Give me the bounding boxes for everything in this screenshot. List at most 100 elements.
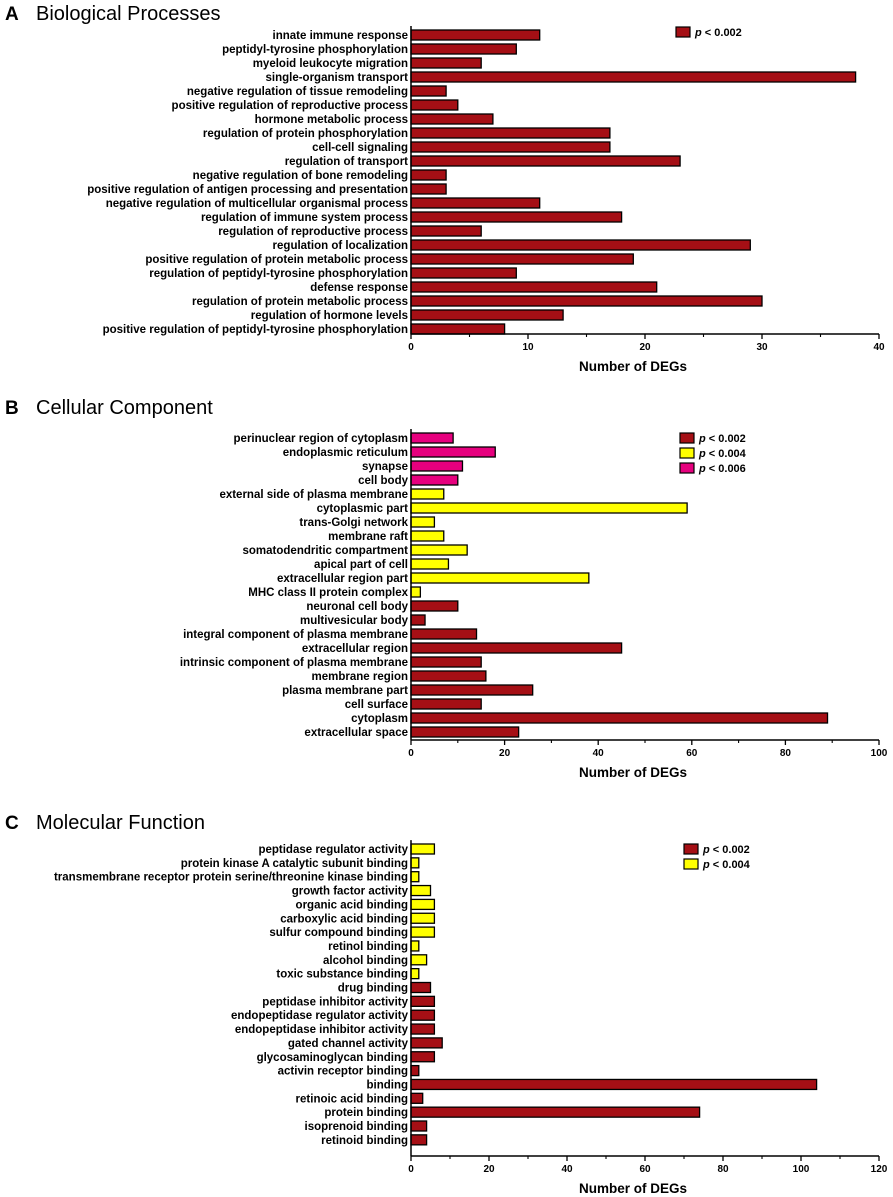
category-label: peptidase regulator activity <box>258 844 408 856</box>
x-tick-label: 0 <box>408 748 414 759</box>
category-label: toxic substance binding <box>276 969 408 981</box>
bar-extracellular-region <box>410 642 623 654</box>
category-label: isoprenoid binding <box>305 1121 409 1133</box>
bar-regulation-of-localization <box>410 239 751 251</box>
category-label: positive regulation of protein metabolic… <box>145 254 408 266</box>
category-label: intrinsic component of plasma membrane <box>180 657 408 669</box>
category-label: defense response <box>310 282 408 294</box>
bar-negative-regulation-of-multicellular-organismal-process <box>410 197 541 209</box>
bar-intrinsic-component-of-plasma-membrane <box>410 656 482 668</box>
bar-regulation-of-reproductive-process <box>410 225 482 237</box>
x-tick-label: 80 <box>780 748 792 759</box>
category-label: retinoid binding <box>321 1135 408 1147</box>
bar-gated-channel-activity <box>410 1037 443 1049</box>
bar-isoprenoid-binding <box>410 1120 428 1132</box>
legend-label: p < 0.006 <box>698 463 746 475</box>
category-label: extracellular space <box>304 727 408 739</box>
category-label: glycosaminoglycan binding <box>257 1052 408 1064</box>
bar-hormone-metabolic-process <box>410 113 494 125</box>
bar-trans-golgi-network <box>410 516 436 528</box>
legend-swatch-p002 <box>683 843 699 855</box>
bar-innate-immune-response <box>410 29 541 41</box>
bar-positive-regulation-of-peptidyl-tyrosine-phosphorylation <box>410 323 506 335</box>
category-label: regulation of protein phosphorylation <box>203 128 408 140</box>
category-label: synapse <box>362 461 408 473</box>
category-label: carboxylic acid binding <box>280 913 408 925</box>
bar-retinoic-acid-binding <box>410 1092 424 1104</box>
bar-negative-regulation-of-bone-remodeling <box>410 169 447 181</box>
bar-myeloid-leukocyte-migration <box>410 57 482 69</box>
category-label: perinuclear region of cytoplasm <box>234 433 408 445</box>
bar-growth-factor-activity <box>410 884 432 897</box>
category-label: positive regulation of reproductive proc… <box>172 100 408 112</box>
x-tick-label: 20 <box>499 748 511 759</box>
bar-apical-part-of-cell <box>410 558 450 570</box>
bar-toxic-substance-binding <box>410 968 420 980</box>
x-tick-label: 100 <box>793 1164 810 1175</box>
category-label: apical part of cell <box>314 559 408 571</box>
legend: p < 0.002 p < 0.004 <box>683 843 751 871</box>
bar-synapse <box>410 460 464 472</box>
chart-panel-c: C Molecular Function peptidase regulator a… <box>5 812 888 1196</box>
category-label: extracellular region part <box>277 573 408 585</box>
panel-letter: B <box>5 398 19 419</box>
bar-somatodendritic-compartment <box>410 544 468 556</box>
legend-label: p < 0.002 <box>702 844 750 856</box>
x-tick-label: 120 <box>871 1164 888 1175</box>
bar-retinol-binding <box>410 940 420 952</box>
category-label: negative regulation of bone remodeling <box>193 170 408 182</box>
bar-mhc-class-ii-protein-complex <box>410 586 422 598</box>
legend-swatch-p004 <box>679 447 695 459</box>
x-tick-label: 100 <box>871 748 888 759</box>
chart-panel-b: B Cellular Component perinuclear region of… <box>5 397 888 780</box>
x-tick-label: 40 <box>873 342 885 353</box>
category-label: trans-Golgi network <box>299 517 408 529</box>
bar-membrane-region <box>410 670 487 682</box>
category-label: membrane region <box>312 671 409 683</box>
category-label: peptidyl-tyrosine phosphorylation <box>222 44 408 56</box>
category-label: protein kinase A catalytic subunit bindi… <box>181 858 408 870</box>
category-label: endoplasmic reticulum <box>283 447 408 459</box>
bar-regulation-of-protein-metabolic-process <box>410 295 763 307</box>
legend-label: p < 0.004 <box>702 859 751 871</box>
bar-drug-binding <box>410 981 432 994</box>
x-tick-label: 0 <box>408 1164 414 1175</box>
bar-regulation-of-immune-system-process <box>410 211 623 223</box>
x-tick-label: 60 <box>686 748 698 759</box>
category-label: negative regulation of tissue remodeling <box>187 86 408 98</box>
category-label: gated channel activity <box>288 1038 409 1050</box>
bar-endopeptidase-regulator-activity <box>410 1009 436 1021</box>
bar-regulation-of-transport <box>410 155 681 167</box>
legend-swatch-p006 <box>679 462 695 474</box>
category-label: neuronal cell body <box>306 601 408 613</box>
legend: p < 0.002 <box>675 26 742 39</box>
category-label: regulation of localization <box>273 240 408 252</box>
bar-membrane-raft <box>410 530 445 542</box>
bar-perinuclear-region-of-cytoplasm <box>410 432 454 444</box>
category-label: regulation of peptidyl-tyrosine phosphor… <box>149 268 408 280</box>
bar-plasma-membrane-part <box>410 684 534 696</box>
bar-organic-acid-binding <box>410 898 436 911</box>
category-label: plasma membrane part <box>282 685 408 697</box>
category-label: alcohol binding <box>323 955 408 967</box>
bar-retinoid-binding <box>410 1134 428 1146</box>
bar-endoplasmic-reticulum <box>410 446 496 458</box>
category-label: drug binding <box>338 983 408 995</box>
category-label: cytoplasmic part <box>317 503 409 515</box>
bar-external-side-of-plasma-membrane <box>410 488 445 500</box>
category-label: extracellular region <box>302 643 408 655</box>
bar-regulation-of-peptidyl-tyrosine-phosphorylation <box>410 267 517 279</box>
bar-positive-regulation-of-protein-metabolic-process <box>410 253 634 265</box>
legend-label: p < 0.002 <box>694 27 742 39</box>
bar-sulfur-compound-binding <box>410 926 436 938</box>
category-label: cell surface <box>345 699 408 711</box>
category-label: organic acid binding <box>296 899 408 911</box>
category-label: myeloid leukocyte migration <box>253 58 408 70</box>
legend-swatch-p002 <box>675 26 691 38</box>
chart-title: Biological Processes <box>36 3 221 25</box>
bar-negative-regulation-of-tissue-remodeling <box>410 85 447 97</box>
category-label: regulation of reproductive process <box>218 226 408 238</box>
category-label: cell body <box>358 475 408 487</box>
category-label: retinoic acid binding <box>296 1093 408 1105</box>
